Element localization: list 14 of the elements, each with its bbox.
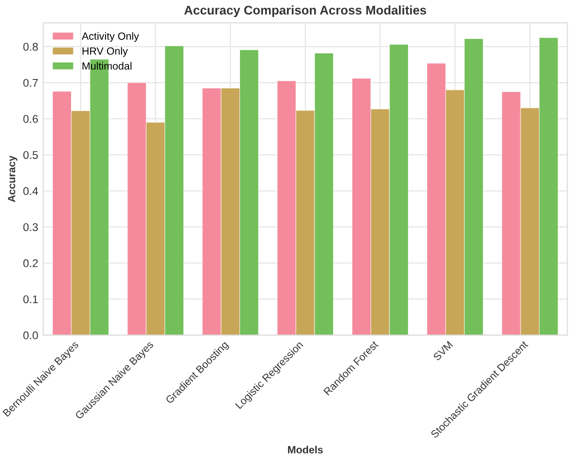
- y-tick-label: 0.3: [23, 223, 38, 232]
- y-axis-title: Accuracy: [8, 156, 18, 202]
- y-tick-label: 0.0: [23, 331, 38, 340]
- y-tick-label: 0.7: [23, 78, 38, 87]
- y-tick-label: 0.1: [23, 295, 38, 304]
- x-axis-title: Models: [288, 446, 323, 454]
- y-tick-label: 0.4: [23, 187, 38, 196]
- y-tick-label: 0.5: [23, 151, 38, 159]
- y-tick-label: 0.6: [23, 115, 38, 123]
- legend-label: Activity Only: [82, 32, 140, 42]
- chart-title: Accuracy Comparison Across Modalities: [184, 5, 426, 18]
- legend-label: HRV Only: [82, 47, 128, 57]
- y-tick-label: 0.2: [23, 259, 38, 268]
- y-tick-label: 0.8: [23, 42, 38, 51]
